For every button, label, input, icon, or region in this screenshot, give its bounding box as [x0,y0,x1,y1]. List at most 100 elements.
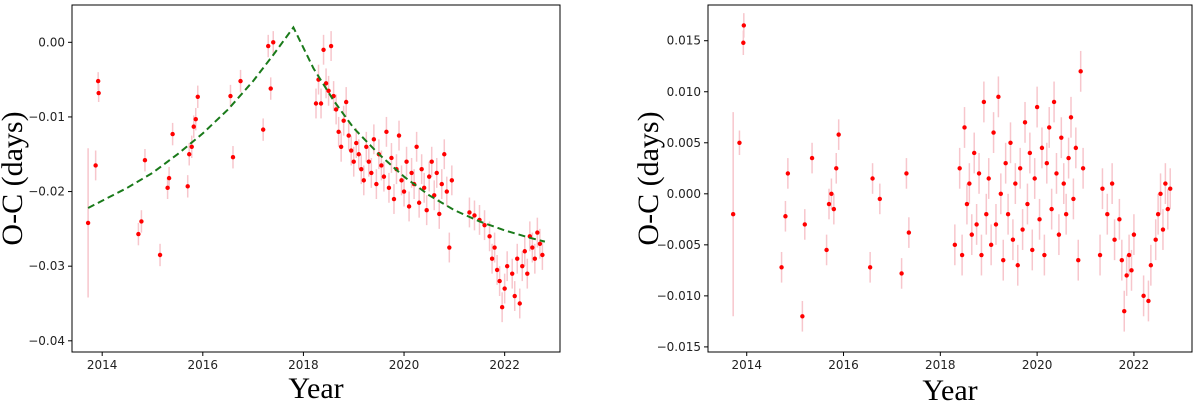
data-point [967,181,972,186]
data-point [1063,212,1069,217]
data-point [1061,181,1066,186]
data-point [741,23,747,28]
data-point [535,230,540,235]
data-point [1037,217,1042,222]
data-point [1051,99,1057,105]
data-point [1117,217,1122,222]
data-point [93,163,98,168]
data-point [834,166,839,171]
data-point [359,166,364,172]
data-point [1056,232,1062,237]
data-point [1158,191,1163,197]
data-point [1047,125,1052,130]
data-point [371,137,377,142]
data-point [952,242,958,248]
data-point [779,265,784,270]
data-point [996,94,1001,100]
y-tick-label: −0.015 [657,340,701,354]
data-point [95,78,101,84]
data-point [1097,252,1103,258]
y-tick-label: −0.03 [28,259,65,273]
data-point [972,150,977,156]
data-point [189,144,194,149]
data-point [467,210,472,215]
data-point [343,99,349,105]
data-point [522,249,527,254]
data-point [1124,273,1129,278]
data-point [238,78,243,84]
data-point [268,86,273,91]
data-point [785,171,791,176]
data-point [1153,237,1158,242]
data-point [96,90,101,96]
data-point [489,256,495,261]
data-point [356,152,361,157]
data-point [904,171,909,176]
data-point [1003,160,1008,166]
data-point [783,214,788,219]
data-point [1054,171,1059,176]
data-point [906,230,912,235]
data-point [1008,140,1013,145]
data-point [998,191,1004,197]
y-axis-label: O-C (days) [0,111,29,245]
y-tick-label: 0.010 [667,85,701,99]
data-point [1020,227,1025,232]
data-point [899,271,904,276]
data-point [321,47,326,52]
data-point [499,305,505,310]
data-point [482,222,487,228]
y-axis-label: O-C (days) [632,111,665,245]
data-point [434,170,439,176]
data-point [1001,257,1006,263]
fit-line [87,25,546,243]
data-point [1126,252,1132,258]
data-point [1073,145,1079,151]
data-point [323,81,329,86]
data-point [974,222,979,227]
x-tick-label: 2016 [188,358,219,372]
data-point [988,242,994,248]
data-point [867,265,873,270]
data-point [1112,237,1117,242]
data-point [1042,252,1047,258]
data-point [877,196,883,202]
data-point [525,271,530,276]
data-point [191,124,196,129]
data-point [424,208,429,213]
data-point [1013,181,1018,186]
data-point [537,241,543,246]
data-point [421,185,427,191]
data-point [1100,186,1105,191]
data-point [1160,227,1166,232]
x-tick-label: 2020 [389,358,420,372]
data-point [187,152,192,157]
data-point [836,132,841,137]
data-point [366,159,372,164]
data-point [139,219,144,224]
data-point [532,256,538,261]
y-tick-label: 0.015 [667,34,701,48]
point-group [730,23,1173,319]
data-point [957,166,962,171]
data-point [1027,150,1033,156]
data-point [1044,160,1050,166]
data-point [824,247,829,253]
y-tick-label: −0.010 [657,289,701,303]
data-point [737,140,742,145]
data-point [1146,298,1151,304]
point-group [85,40,545,310]
data-point [374,181,379,187]
x-tick-label: 2020 [1022,358,1053,372]
data-point [1168,186,1173,191]
data-point [326,88,331,94]
data-point [986,176,991,181]
y-tick-label: 0.005 [667,136,701,150]
x-tick-label: 2018 [288,358,319,372]
plot-area [85,25,546,323]
data-point [1076,257,1081,263]
data-point [502,286,507,291]
data-point [136,231,141,237]
data-point [333,107,339,112]
data-point [338,144,344,149]
